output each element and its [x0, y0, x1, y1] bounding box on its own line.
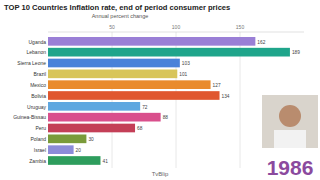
watermark: TvBlip: [152, 171, 169, 177]
bar: [48, 80, 211, 89]
data-label: 103: [182, 61, 190, 66]
category-label: Peru: [35, 125, 46, 131]
data-label: 189: [292, 50, 300, 55]
category-label: Guinea-Bissau: [13, 114, 46, 120]
category-label: Zambia: [29, 158, 46, 164]
bars: [48, 37, 290, 165]
data-label: 101: [179, 72, 187, 77]
category-label: Israel: [34, 147, 46, 153]
axis-line: [48, 32, 304, 33]
category-label: Lebanon: [27, 49, 47, 55]
bar: [48, 48, 290, 57]
bar: [48, 156, 100, 165]
category-label: Bolivia: [31, 93, 46, 99]
title: TOP 10 Countries Inflation rate, end of …: [4, 3, 230, 12]
bar: [48, 59, 180, 68]
bar: [48, 91, 220, 100]
tick-label: 50: [109, 24, 115, 30]
category-label: Uganda: [28, 39, 46, 45]
category-label: Brazil: [33, 71, 46, 77]
data-label: 134: [222, 94, 230, 99]
data-label: 162: [257, 40, 265, 45]
data-label: 41: [102, 159, 108, 164]
bar: [48, 37, 255, 46]
category-label: Poland: [30, 136, 46, 142]
bar: [48, 102, 140, 111]
data-label: 68: [137, 126, 143, 131]
webcam-shirt: [274, 130, 306, 148]
subtitle: Annual percent change: [92, 13, 149, 19]
tick-label: 150: [236, 24, 245, 30]
category-label: Sierra Leone: [17, 60, 46, 66]
tick-label: 100: [172, 24, 181, 30]
year-label: 1986: [267, 156, 314, 179]
data-label: 30: [88, 137, 94, 142]
data-label: 72: [142, 105, 148, 110]
category-label: Uruguay: [27, 104, 46, 110]
bar: [48, 124, 135, 133]
data-label: 127: [213, 83, 221, 88]
data-label: 20: [76, 148, 82, 153]
bar: [48, 113, 161, 122]
webcam-frame: [262, 95, 318, 148]
category-label: Mexico: [30, 82, 46, 88]
data-label: 88: [163, 115, 169, 120]
bar: [48, 70, 177, 79]
bar: [48, 145, 74, 154]
webcam-face: [279, 105, 301, 127]
bar: [48, 135, 86, 144]
